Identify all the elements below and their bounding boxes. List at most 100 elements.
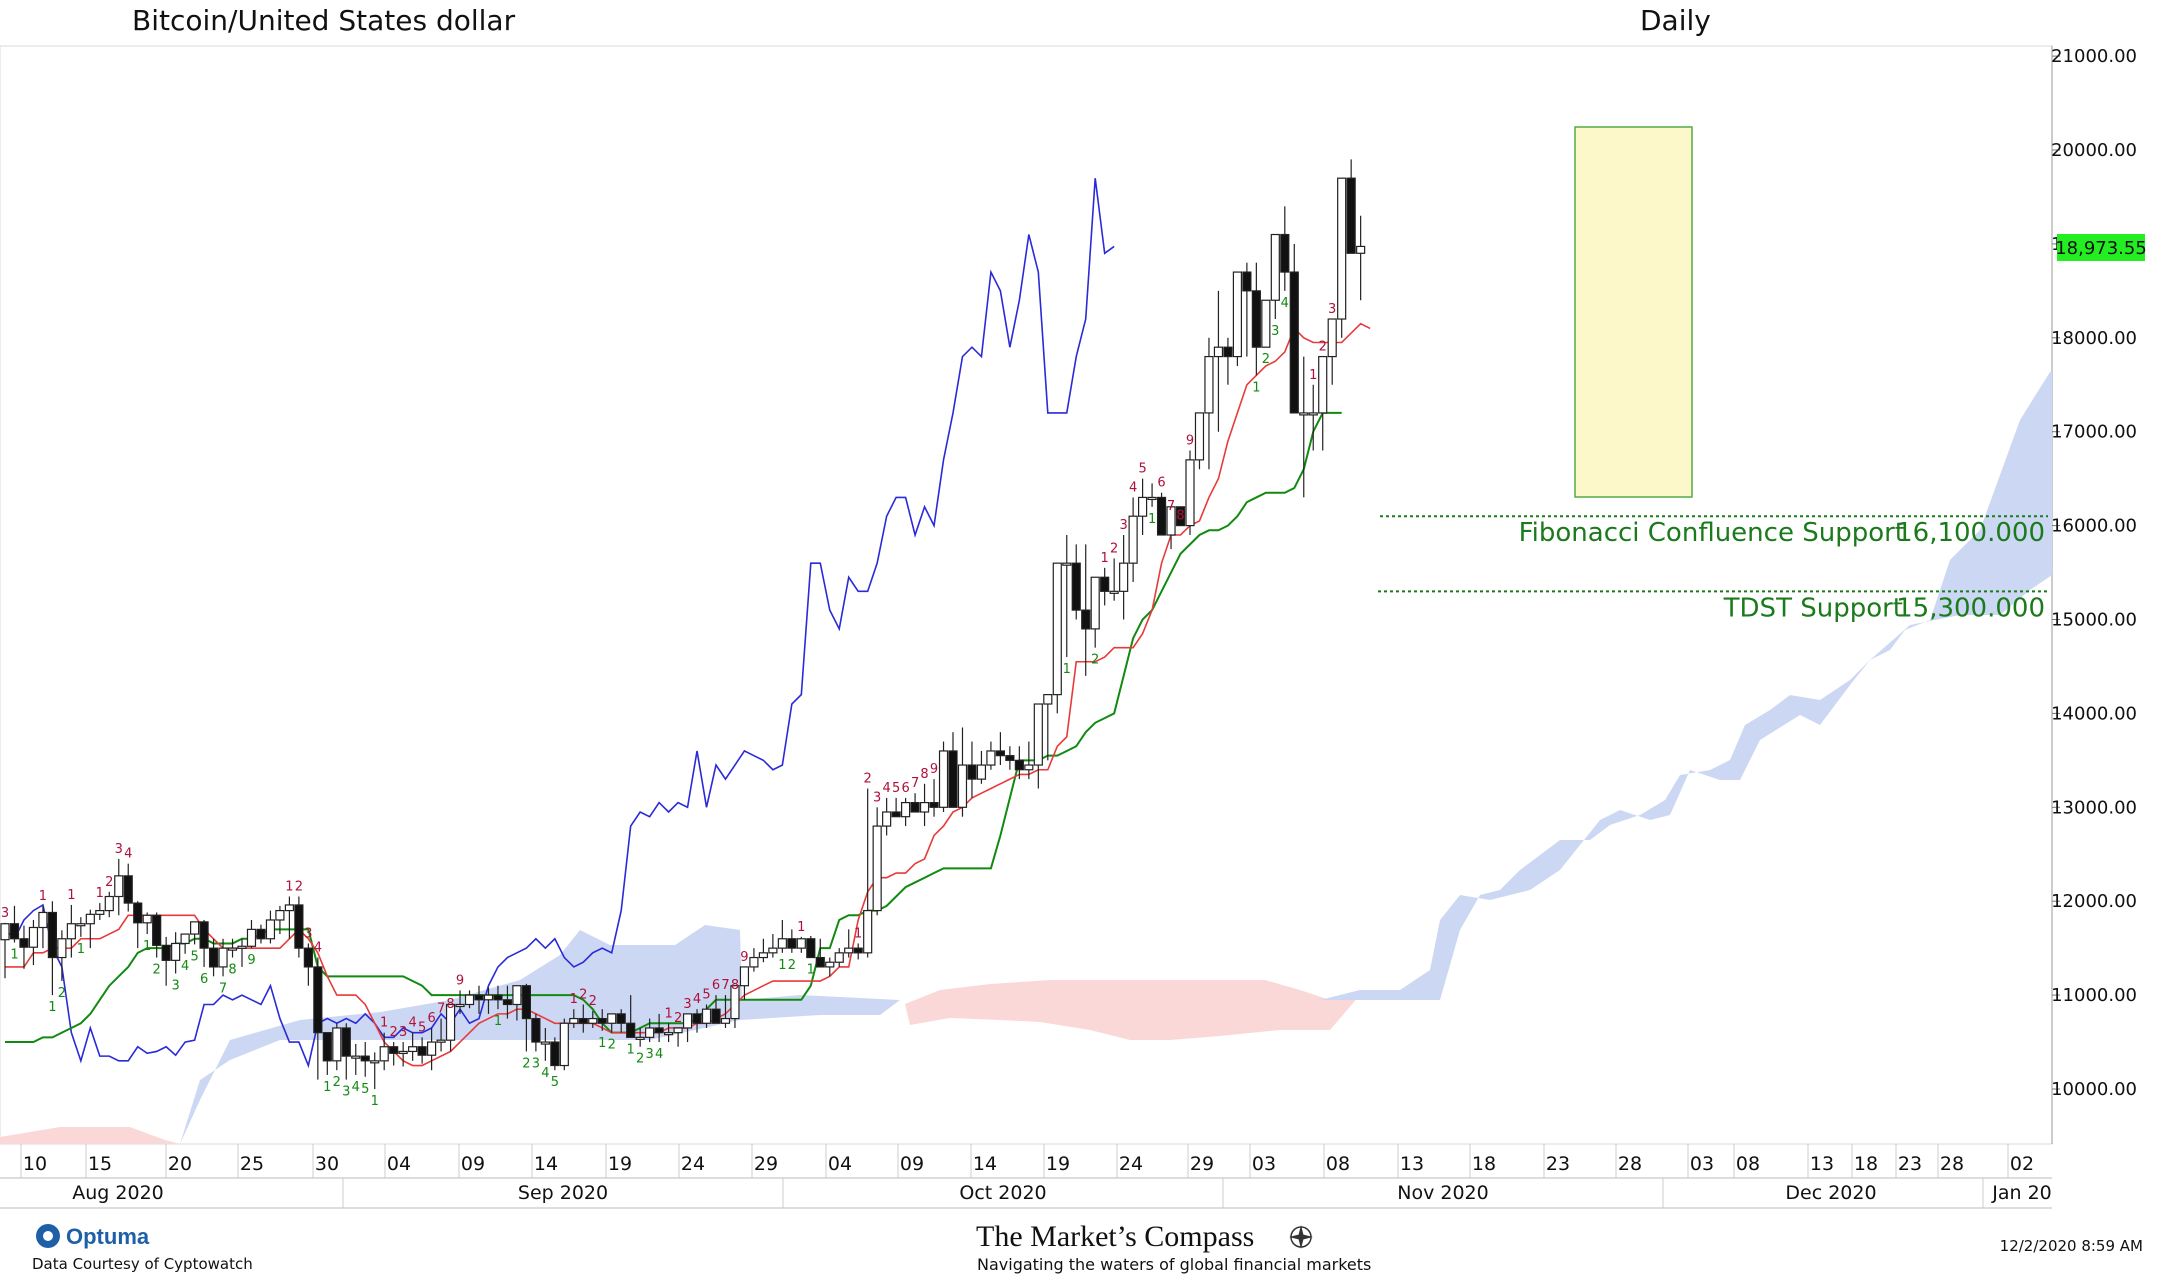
bearish-candle — [929, 802, 939, 808]
td-count-label: 1 — [570, 992, 578, 1007]
price-tick-label: 18000.00 — [2051, 328, 2137, 349]
bearish-candle — [1242, 271, 1252, 292]
month-label: Nov 2020 — [1397, 1182, 1488, 1204]
date-axis: 10 15 20 25 30 04 09 14 19 24 29 04 09 14 19 24 29 03 08 13… — [20, 1144, 2034, 1178]
td-count-label: 6 — [427, 1011, 435, 1026]
bullish-candle — [540, 1041, 550, 1045]
td-count-label: 1 — [380, 1016, 388, 1031]
bullish-candle — [758, 952, 769, 959]
lagging-span-line — [4, 178, 1115, 1069]
bearish-candle — [9, 923, 20, 940]
date-tick-label: 24 — [681, 1153, 705, 1175]
bearish-candle — [47, 911, 58, 959]
ichimoku-cloud-bullish — [180, 372, 2052, 1144]
data-credit: Data Courtesy of Cyptowatch — [32, 1255, 253, 1273]
bullish-candle — [900, 802, 911, 818]
td-count-label: 1 — [1252, 380, 1260, 395]
bullish-candle — [730, 985, 740, 1020]
bearish-candle — [550, 1041, 560, 1067]
bullish-candle — [398, 1050, 408, 1055]
bullish-candle — [171, 942, 181, 961]
bearish-candle — [208, 947, 219, 968]
td-count-label: 6 — [1157, 476, 1165, 491]
date-tick-label: 13 — [1810, 1153, 1834, 1175]
td-count-label: 4 — [693, 992, 701, 1007]
td-count-label: 1 — [323, 1080, 331, 1095]
month-label: Aug 2020 — [72, 1182, 164, 1204]
bullish-candle — [863, 909, 873, 954]
td-count-label: 4 — [314, 941, 322, 956]
bearish-candle — [1005, 755, 1015, 761]
optuma-logo: Optuma — [36, 1224, 150, 1249]
bullish-candle — [66, 923, 76, 940]
bullish-candle — [1337, 177, 1347, 320]
td-count-label: 4 — [541, 1066, 549, 1081]
bullish-candle — [512, 985, 522, 1006]
bearish-candle — [1346, 177, 1356, 254]
bullish-candle — [1299, 412, 1309, 416]
bearish-candle — [199, 921, 209, 949]
bullish-candle — [635, 1036, 645, 1040]
td-count-label: 3 — [645, 1047, 653, 1062]
bullish-candle — [1204, 355, 1214, 414]
price-tick-label: 16000.00 — [2051, 516, 2137, 537]
bullish-candle — [227, 947, 238, 951]
date-tick-label: 18 — [1854, 1153, 1878, 1175]
bullish-candle — [663, 1032, 674, 1036]
bullish-candle — [265, 919, 276, 940]
price-tick-label: 14000.00 — [2051, 703, 2137, 724]
price-tick-label: 10000.00 — [2051, 1079, 2137, 1100]
month-label: Jan 20 — [1991, 1182, 2052, 1204]
bullish-candle — [408, 1046, 418, 1053]
td-count-label: 1 — [371, 1094, 379, 1109]
month-label: Sep 2020 — [518, 1182, 608, 1204]
bullish-candle — [872, 825, 882, 912]
td-count-label: 2 — [1110, 541, 1118, 556]
bullish-candle — [351, 1055, 361, 1059]
bullish-candle — [464, 994, 475, 1006]
bullish-candle — [645, 1027, 655, 1038]
fibonacci-support-label: Fibonacci Confluence Support — [1519, 518, 1905, 548]
td-count-label: 2 — [589, 994, 597, 1009]
bullish-candle — [682, 1013, 693, 1029]
bearish-candle — [1156, 496, 1167, 536]
td-count-label: 7 — [437, 1002, 445, 1017]
td-count-label: 4 — [124, 847, 132, 862]
td-count-label: 5 — [551, 1075, 559, 1090]
date-tick-label: 04 — [387, 1153, 411, 1175]
bullish-candle — [1194, 412, 1205, 461]
td-count-label: 8 — [446, 997, 454, 1012]
bullish-candle — [483, 994, 494, 1001]
bullish-candle — [1166, 506, 1176, 536]
bullish-candle — [1062, 562, 1072, 566]
date-tick-label: 08 — [1326, 1153, 1350, 1175]
bullish-candle — [455, 1003, 465, 1008]
date-tick-label: 04 — [828, 1153, 852, 1175]
bullish-candle — [275, 909, 285, 921]
td-count-label: 1 — [77, 942, 85, 957]
bullish-candle — [938, 750, 949, 808]
bullish-candle — [1318, 355, 1328, 414]
bearish-candle — [531, 1017, 541, 1043]
bullish-candle — [1147, 496, 1157, 501]
bullish-candle — [370, 1060, 380, 1064]
bullish-candle — [114, 875, 124, 898]
td-count-label: 3 — [115, 842, 123, 857]
bearish-candle — [1223, 346, 1233, 358]
bearish-candle — [1014, 759, 1024, 771]
bearish-candle — [389, 1046, 399, 1054]
bearish-candle — [313, 966, 323, 1034]
td-count-label: 9 — [740, 950, 748, 965]
td-count-label: 1 — [797, 920, 805, 935]
td-count-label: 1 — [48, 1000, 56, 1015]
td-count-label: 1 — [598, 1036, 606, 1051]
date-tick-label: 20 — [168, 1153, 192, 1175]
date-tick-label: 15 — [88, 1153, 112, 1175]
td-count-label: 1 — [494, 1014, 502, 1029]
bullish-candle — [1033, 703, 1043, 766]
bullish-candle — [1119, 562, 1129, 592]
td-count-label: 6 — [901, 781, 909, 796]
bullish-candle — [1137, 496, 1148, 517]
td-count-label: 1 — [1063, 662, 1071, 677]
